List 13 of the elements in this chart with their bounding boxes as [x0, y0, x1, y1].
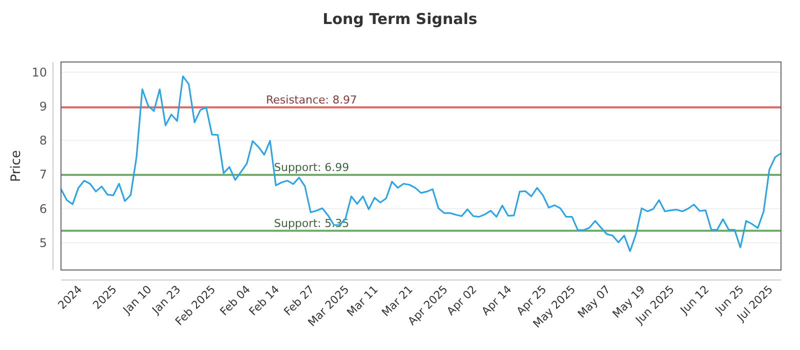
line-series: [60, 76, 782, 252]
y-tick-label: 8: [39, 134, 47, 148]
chart-title: Long Term Signals: [322, 10, 478, 28]
y-tick-label: 7: [39, 168, 47, 182]
y-tick-label: 10: [32, 65, 47, 80]
ref-line-label: Support: 6.99: [274, 160, 350, 174]
ref-line-label: Resistance: 8.97: [266, 93, 357, 106]
x-tick-label: Apr 14: [479, 282, 514, 318]
y-tick-label: 6: [39, 202, 47, 216]
y-tick-label: 5: [39, 236, 47, 250]
y-axis-title: Price: [9, 150, 24, 182]
y-tick-label: 9: [39, 100, 47, 114]
x-tick-label: Jun 12: [677, 282, 712, 318]
